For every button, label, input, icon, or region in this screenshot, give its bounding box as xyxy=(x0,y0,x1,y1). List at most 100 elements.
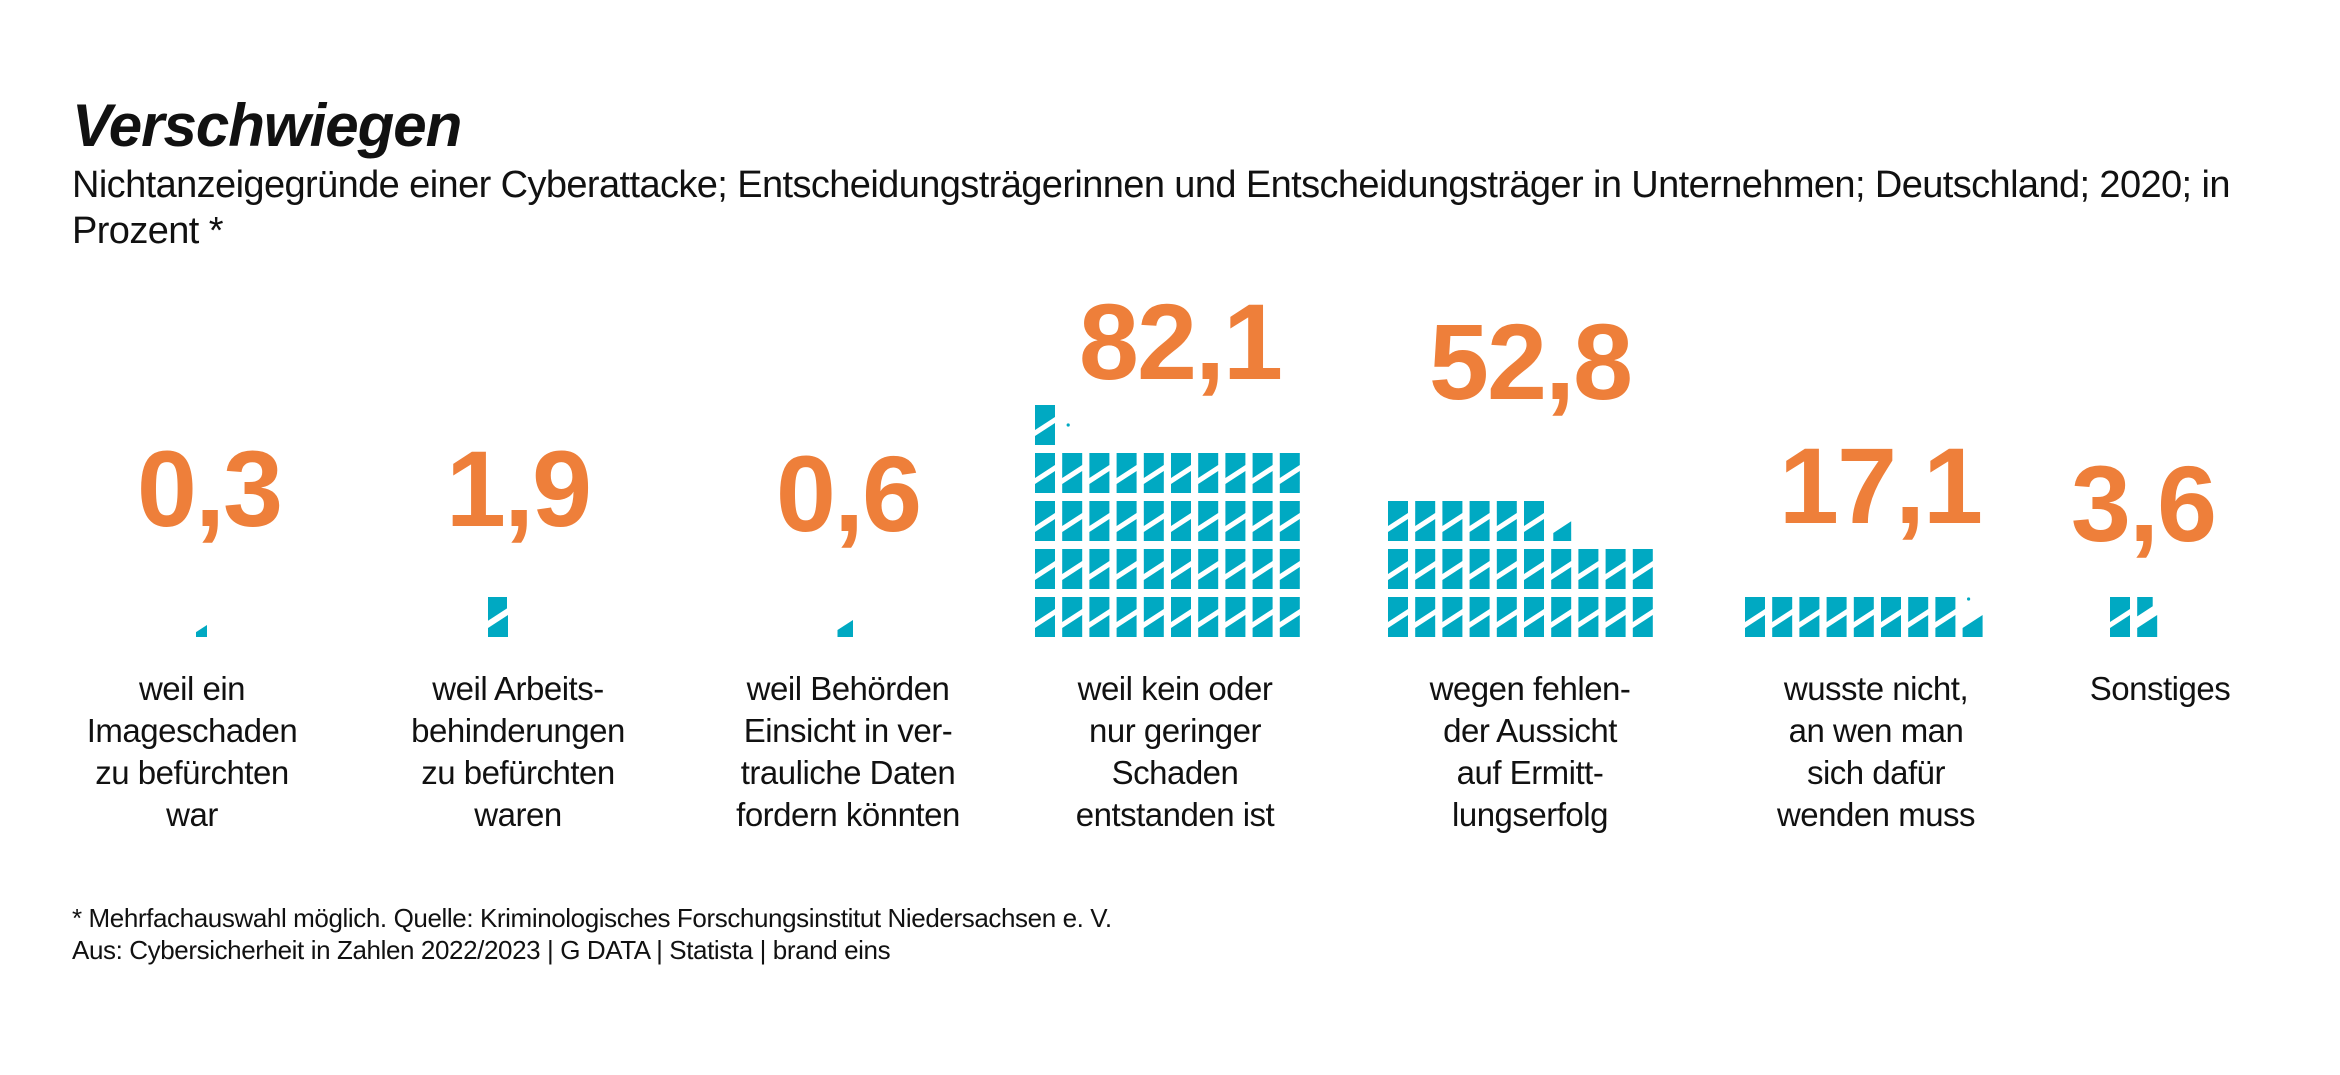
pictogram-tile xyxy=(1826,597,1847,622)
pictogram-tile xyxy=(1524,501,1544,526)
footnote-note: * Mehrfachauswahl möglich. Quelle: Krimi… xyxy=(72,903,1112,933)
pictogram-tile xyxy=(1035,423,1055,445)
pictogram-tile xyxy=(1279,597,1300,622)
pictogram-tile xyxy=(1198,501,1219,526)
pictogram-tile xyxy=(1469,567,1490,589)
pictogram-tile xyxy=(1605,549,1626,574)
pictogram-tile xyxy=(1089,519,1110,541)
pictogram-tile xyxy=(2110,597,2130,622)
category-label-line: auf Ermitt- xyxy=(1456,754,1604,791)
pictogram-tile xyxy=(1035,615,1055,637)
pictogram-tile xyxy=(1469,519,1490,541)
pictogram-tile xyxy=(1826,615,1847,637)
pictogram-tile xyxy=(1388,567,1408,589)
pictogram-tile xyxy=(488,615,508,637)
pictogram-tile xyxy=(1198,453,1219,478)
pictogram-tile xyxy=(1745,597,1765,622)
pictogram-tile xyxy=(1442,519,1463,541)
pictogram-tile xyxy=(1279,453,1300,478)
pictogram-tile xyxy=(1116,615,1137,637)
pictogram-tile xyxy=(1143,615,1164,637)
pictogram-tile xyxy=(1442,549,1463,574)
pictogram-partial-tile xyxy=(488,597,507,621)
pictogram-tile xyxy=(1062,519,1083,541)
pictogram-tile xyxy=(1225,471,1246,493)
category-label-line: weil kein oder xyxy=(1077,670,1273,707)
pictogram-group xyxy=(196,625,207,637)
pictogram-group xyxy=(488,597,508,637)
pictogram-tile xyxy=(1035,453,1055,478)
pictogram-tile xyxy=(1799,615,1820,637)
pictogram-tile xyxy=(1524,567,1544,589)
pictogram-tile xyxy=(1496,519,1517,541)
pictogram-tile xyxy=(1171,597,1191,622)
category-label-line: zu befürchten xyxy=(95,754,289,791)
pictogram-partial-tile xyxy=(196,625,207,637)
pictogram-tile xyxy=(1062,453,1083,478)
category-label: wegen fehlen- der Aussicht auf Ermitt- l… xyxy=(1380,668,1680,836)
category-label-line: sich dafür xyxy=(1806,754,1946,791)
pictogram-tile xyxy=(1225,615,1246,637)
category-label-line: fordern könnten xyxy=(736,796,960,833)
category-label-line: wegen fehlen- xyxy=(1429,670,1631,707)
pictogram-tile xyxy=(1388,615,1408,637)
pictogram-tile xyxy=(1469,501,1490,526)
pictogram-tile xyxy=(1605,615,1626,637)
pictogram-group xyxy=(1745,597,1983,637)
pictogram-tile xyxy=(1252,549,1273,574)
pictogram-tile xyxy=(1279,501,1300,526)
pictogram-tile xyxy=(1171,615,1191,637)
pictogram-tile xyxy=(1496,597,1517,622)
pictogram-tile xyxy=(1496,615,1517,637)
pictogram-tile xyxy=(1279,567,1300,589)
pictogram-tile xyxy=(1388,549,1408,574)
pictogram-tile xyxy=(1225,519,1246,541)
pictogram-tile xyxy=(1524,615,1544,637)
pictogram-tile xyxy=(1143,549,1164,574)
pictogram-tile xyxy=(1551,549,1572,574)
pictogram-tile xyxy=(1772,615,1793,637)
category-label-line: behinderungen xyxy=(411,712,625,749)
category-label-line: an wen man xyxy=(1788,712,1964,749)
category-label: wusste nicht, an wen man sich dafür wend… xyxy=(1726,668,2026,836)
pictogram-tile xyxy=(1062,597,1083,622)
pictogram-tile xyxy=(1143,567,1164,589)
category-label-line: war xyxy=(166,796,218,833)
pictogram-tile xyxy=(1524,549,1544,574)
pictogram-tile xyxy=(1551,567,1572,589)
pictogram-tile xyxy=(1415,567,1436,589)
pictogram-tile xyxy=(1252,471,1273,493)
pictogram-tile xyxy=(1442,615,1463,637)
pictogram-tile xyxy=(1279,615,1300,637)
pictogram-tile xyxy=(1415,597,1436,622)
value-label: 52,8 xyxy=(1428,301,1633,422)
pictogram-tile xyxy=(1116,471,1137,493)
pictogram-tile xyxy=(1935,615,1956,637)
category-label-line: weil ein xyxy=(138,670,246,707)
pictogram-tile xyxy=(1171,549,1191,574)
pictogram-tile xyxy=(1143,501,1164,526)
pictogram-tile xyxy=(1089,597,1110,622)
pictogram-tile xyxy=(2110,615,2130,637)
pictogram-tile xyxy=(1252,501,1273,526)
pictogram-tile xyxy=(1799,597,1820,622)
pictogram-tile xyxy=(1143,471,1164,493)
pictogram-tile xyxy=(1442,567,1463,589)
pictogram-tile xyxy=(1578,615,1599,637)
pictogram-tile xyxy=(1853,615,1874,637)
pictogram-tile xyxy=(1035,471,1055,493)
category-label-line: der Aussicht xyxy=(1443,712,1617,749)
category-label-line: Einsicht in ver- xyxy=(743,712,953,749)
pictogram-tile xyxy=(1252,567,1273,589)
pictogram-partial-tile xyxy=(837,620,853,637)
chart-subtitle: Nichtanzeigegründe einer Cyberattacke; E… xyxy=(72,164,2230,252)
pictogram-tile xyxy=(1035,519,1055,541)
pictogram-partial-tile xyxy=(1967,597,1971,601)
pictogram-tile xyxy=(1225,597,1246,622)
pictogram-tile xyxy=(1745,615,1765,637)
pictogram-tile xyxy=(1605,567,1626,589)
pictogram-tile xyxy=(1035,567,1055,589)
pictogram-tile xyxy=(1035,501,1055,526)
pictogram-tile xyxy=(1279,519,1300,541)
